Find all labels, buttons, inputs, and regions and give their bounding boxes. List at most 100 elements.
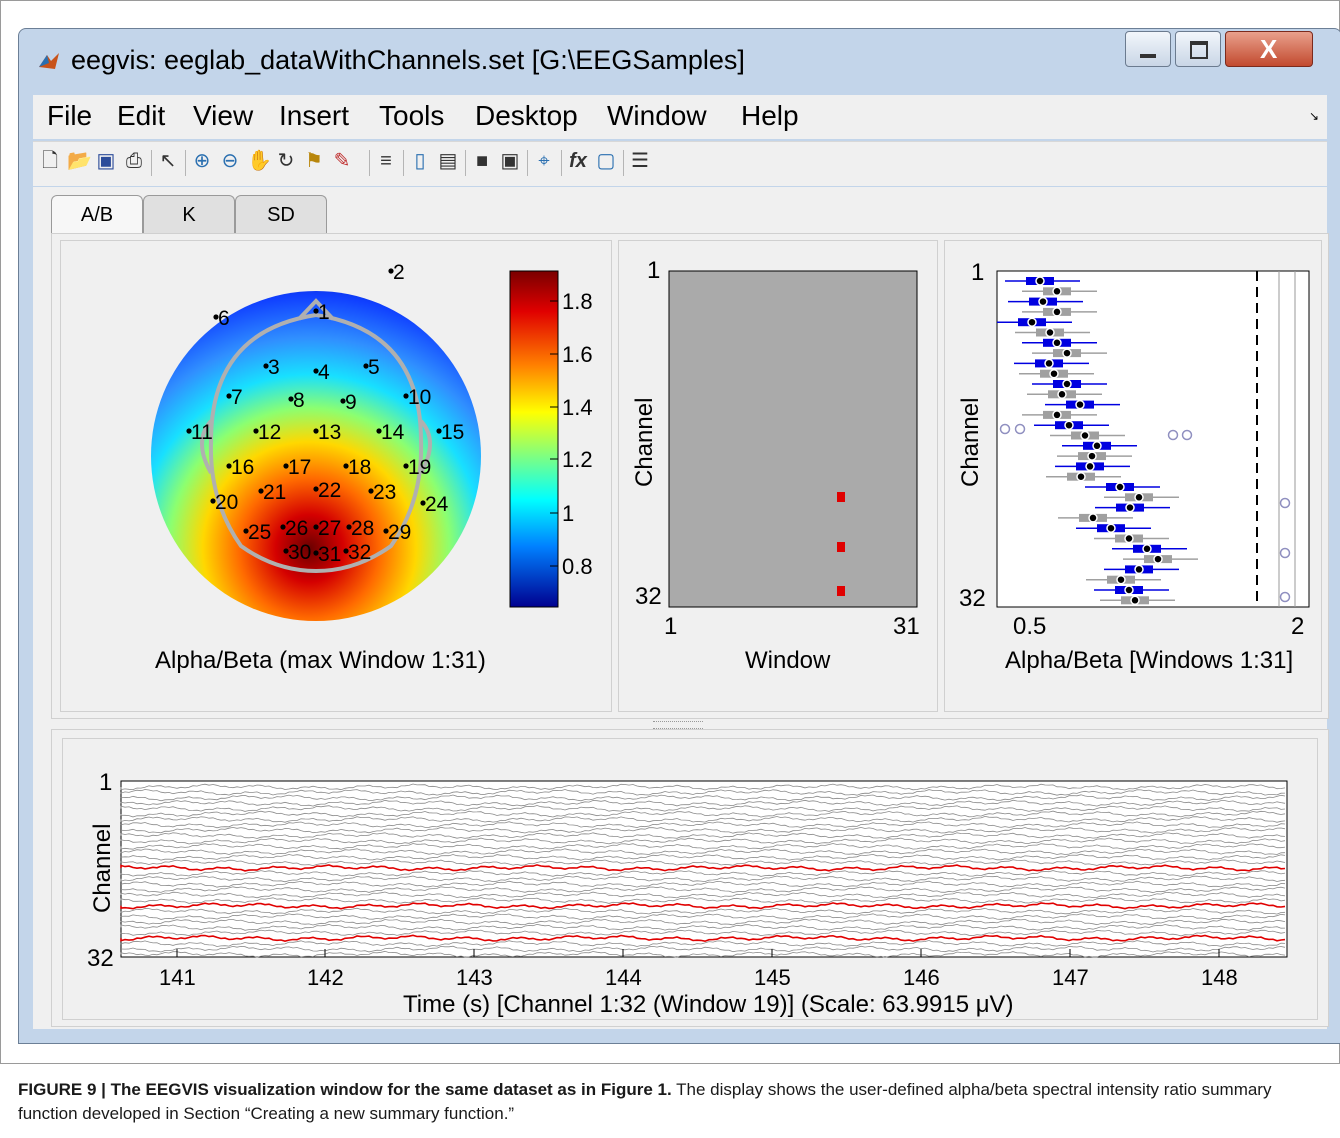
box-median (1062, 379, 1072, 389)
electrode-dot (226, 463, 232, 469)
colorbar-tick-label: 1.4 (562, 395, 593, 420)
function-icon[interactable]: fx (569, 150, 587, 172)
colorbar-tick-label: 1.2 (562, 447, 593, 472)
nose-outline (297, 298, 335, 321)
colorbar (509, 270, 559, 608)
scalp-map (151, 291, 481, 621)
electrode-dot (313, 524, 319, 530)
box-outlier (1279, 497, 1291, 509)
electrode-label: 32 (348, 541, 371, 564)
electrode-label: 31 (318, 543, 341, 566)
print-icon[interactable]: ⎙ (126, 150, 142, 172)
caption-bold: FIGURE 9 | The EEGVIS visualization wind… (18, 1080, 672, 1099)
electrode-dot (368, 488, 374, 494)
tab-k[interactable]: K (143, 195, 235, 233)
box-median (1088, 513, 1098, 523)
box-outlier (1014, 423, 1026, 435)
zoom-in-icon[interactable]: ⊕ (193, 150, 211, 172)
box-median (1085, 461, 1095, 472)
electrode-label: 23 (373, 481, 396, 504)
eeg-trace (120, 913, 1286, 921)
window-layout-icon[interactable]: ▢ (596, 150, 616, 172)
box-median (1035, 276, 1045, 286)
box-median (1087, 451, 1097, 461)
tab-ab[interactable]: A/B (51, 195, 143, 233)
eeg-trace (120, 886, 1286, 894)
element-highlights (837, 492, 845, 596)
title-bar[interactable]: eegvis: eeglab_dataWithChannels.set [G:\… (19, 29, 1340, 93)
electrode-dot (376, 428, 382, 434)
maximize-button[interactable] (1175, 31, 1221, 67)
splitter-handle[interactable] (653, 721, 703, 729)
electrode-dot (226, 393, 232, 399)
topoplot-panel: 1 2 3 4 5 6 7 8 9 10 11 12 13 14 15 16 17 18 19 20 21 22 23 24 2… (60, 240, 612, 712)
box-median (1057, 389, 1067, 400)
tab-sd[interactable]: SD (235, 195, 327, 233)
box-median (1052, 307, 1062, 317)
signal-xtick-label: 147 (1052, 965, 1089, 990)
eeg-trace (120, 859, 1286, 867)
crosshair-icon[interactable]: ⌖ (538, 150, 550, 172)
summary-icon[interactable]: ☰ (631, 150, 649, 172)
electrode-dot (403, 393, 409, 399)
pan-icon[interactable]: ✋ (247, 150, 272, 172)
show-plot-tools-icon[interactable]: ▣ (500, 150, 520, 172)
data-cursor-icon[interactable]: ⚑ (305, 150, 323, 172)
element-xlabel: Window (745, 647, 831, 674)
box-median (1092, 441, 1102, 451)
box-median (1052, 410, 1062, 420)
menu-tools[interactable]: Tools (379, 100, 445, 131)
eeg-trace (120, 891, 1286, 899)
rotate-icon[interactable]: ↻ (277, 150, 295, 172)
zoom-out-icon[interactable]: ⊖ (221, 150, 239, 172)
menu-window[interactable]: Window (607, 100, 707, 131)
box-median (1027, 317, 1037, 327)
electrode-label: 9 (345, 391, 357, 414)
electrode-label: 3 (268, 356, 280, 379)
electrode-dot (313, 308, 319, 314)
box-median (1124, 533, 1134, 544)
eeg-trace (120, 896, 1286, 904)
element-ytick-last: 32 (635, 583, 662, 610)
eeg-trace (120, 945, 1286, 953)
signal-panel: 141 142 143 144 145 146 147 148 1 32 Time (s) [… (62, 738, 1318, 1020)
open-file-icon[interactable]: 📂 (67, 150, 92, 172)
eeg-trace (120, 789, 1286, 796)
link-plot-icon[interactable]: ≡ (380, 150, 392, 172)
minimize-button[interactable] (1125, 31, 1171, 67)
dock-arrow-icon[interactable]: ↘ (1308, 109, 1319, 123)
box-median (1076, 471, 1086, 482)
electrode-label: 11 (191, 421, 213, 444)
eeg-trace (120, 843, 1286, 850)
menu-edit[interactable]: Edit (117, 100, 166, 131)
element-ytick-first: 1 (647, 257, 661, 284)
colorbar-icon[interactable]: ▯ (414, 150, 426, 172)
boxplot-ytick-last: 32 (959, 585, 986, 612)
pointer-icon[interactable]: ↖ (159, 150, 177, 172)
menu-file[interactable]: File (47, 100, 93, 131)
menu-view[interactable]: View (193, 100, 254, 131)
save-icon[interactable]: ▣ (96, 150, 116, 172)
menu-desktop[interactable]: Desktop (475, 100, 578, 131)
box-median (1134, 492, 1144, 503)
figure-caption: FIGURE 9 | The EEGVIS visualization wind… (18, 1078, 1318, 1126)
electrode-dot (313, 428, 319, 434)
eeg-trace (120, 929, 1286, 937)
electrode-dot (436, 428, 442, 434)
element-panel: 1 32 1 31 Window Channel (618, 240, 938, 712)
menu-help[interactable]: Help (741, 100, 799, 131)
electrode-label: 14 (381, 421, 405, 444)
legend-icon[interactable]: ▤ (438, 150, 458, 172)
menu-insert[interactable]: Insert (279, 100, 350, 131)
colorbar-tick-label: 1.8 (562, 289, 593, 314)
close-button[interactable]: X (1225, 31, 1313, 67)
minimize-icon (1140, 54, 1156, 58)
electrode-label: 13 (318, 421, 341, 444)
electrode-dot (420, 500, 426, 506)
new-figure-icon[interactable]: 🗋 (41, 150, 59, 172)
brush-icon[interactable]: ✎ (333, 150, 351, 172)
colorbar-tick-label: 1.6 (562, 342, 593, 367)
boxplot-ytick-first: 1 (971, 259, 985, 286)
hide-plot-tools-icon[interactable]: ■ (475, 150, 489, 172)
